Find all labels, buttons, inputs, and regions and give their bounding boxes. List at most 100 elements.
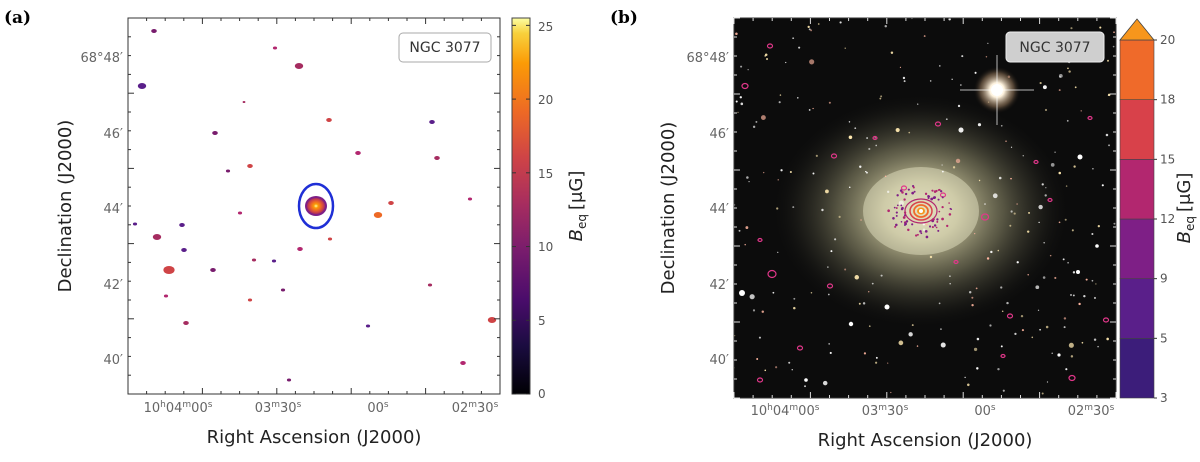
star — [1070, 294, 1072, 296]
panel-a-y-ticklabels: 68°48′ 46′ 44′ 42′ 40′ — [80, 51, 123, 368]
contour-speckle — [892, 216, 895, 220]
star — [997, 367, 1000, 371]
contour-speckle — [904, 192, 908, 196]
contour-speckle — [928, 225, 932, 228]
star — [827, 266, 829, 268]
star — [1026, 230, 1030, 233]
speckle — [373, 212, 383, 218]
speckle — [429, 120, 435, 124]
star — [1010, 146, 1013, 148]
star — [865, 170, 867, 173]
star — [1006, 301, 1009, 305]
star — [854, 275, 860, 280]
contour-speckle — [911, 223, 914, 226]
star — [940, 328, 942, 330]
star — [868, 291, 870, 293]
panel-b-y-ticklabels: 68°48′ 46′ 44′ 42′ 40′ — [686, 51, 729, 368]
speckle — [251, 258, 257, 262]
contour-speckle — [938, 210, 941, 213]
star — [1063, 326, 1066, 329]
star — [941, 164, 943, 166]
star — [1080, 110, 1082, 112]
speckle — [272, 46, 278, 50]
contour-speckle — [912, 186, 915, 189]
panel-a-xtick-3: 02m30s — [452, 400, 499, 416]
star — [858, 302, 861, 305]
star — [778, 101, 781, 104]
star — [961, 55, 964, 58]
star — [898, 200, 904, 206]
star — [809, 59, 815, 65]
colorbar-level-label: 5 — [1160, 331, 1168, 345]
star — [1074, 86, 1077, 89]
star — [1054, 276, 1057, 280]
colorbar-level-label: 12 — [1160, 212, 1175, 226]
panel-b-xtick-3: 02m30s — [1068, 403, 1115, 419]
star — [879, 97, 882, 100]
panel-a-colorbar-ticks — [512, 24, 530, 395]
contour-fragment — [767, 269, 777, 279]
star — [804, 385, 807, 388]
star — [1038, 221, 1040, 224]
panel-a-blue-ellipse — [297, 182, 335, 230]
colorbar-level-label: 3 — [1160, 391, 1168, 405]
speckle — [355, 151, 361, 155]
panel-a-emission-speckles — [132, 29, 497, 382]
panel-b-object-box — [1005, 31, 1105, 63]
star — [1044, 108, 1048, 112]
star — [922, 228, 926, 232]
star — [984, 203, 986, 205]
star — [875, 144, 878, 147]
contour-speckle — [941, 205, 944, 209]
star — [1042, 85, 1047, 90]
star — [903, 80, 906, 83]
star — [1070, 27, 1073, 30]
star — [844, 47, 846, 49]
star — [1113, 31, 1115, 34]
star — [815, 154, 818, 157]
colorbar-segment — [1119, 39, 1155, 100]
star — [1072, 294, 1075, 297]
speckle — [152, 234, 162, 240]
star — [808, 109, 811, 111]
contour-speckle — [946, 224, 949, 228]
speckle — [434, 156, 440, 160]
bright-star — [739, 290, 745, 296]
star — [812, 172, 815, 175]
star — [1059, 76, 1061, 78]
speckle — [210, 268, 216, 272]
colorbar-segment — [1119, 218, 1155, 279]
star — [755, 120, 758, 123]
star — [957, 104, 961, 108]
star — [866, 171, 868, 174]
star — [1078, 302, 1081, 306]
star — [923, 35, 926, 38]
panel-a-cb-label-4: 20 — [538, 93, 553, 107]
star — [744, 243, 746, 246]
star — [1002, 389, 1005, 392]
star — [976, 337, 980, 341]
panel-b-ytick-3: 42′ — [710, 278, 730, 293]
star — [788, 361, 791, 364]
panel-a-ticks — [127, 17, 501, 395]
star — [951, 78, 953, 81]
star — [929, 255, 933, 259]
star — [1044, 194, 1047, 197]
star — [1009, 224, 1012, 227]
star — [871, 282, 874, 285]
panel-a-colorbar: 0 5 10 15 20 25 Beq[μG] — [511, 17, 589, 401]
star — [939, 65, 941, 67]
star — [748, 181, 750, 183]
speckle — [326, 118, 332, 122]
star — [1065, 185, 1068, 187]
contour-speckle — [905, 220, 909, 223]
star — [740, 102, 744, 106]
panel-b-core-contours — [904, 198, 938, 224]
star — [941, 170, 944, 173]
star — [1045, 325, 1049, 329]
star — [949, 283, 951, 285]
star — [955, 158, 961, 164]
panel-a-object-box — [398, 32, 492, 63]
star — [1000, 345, 1003, 348]
contour-speckle — [927, 196, 930, 199]
